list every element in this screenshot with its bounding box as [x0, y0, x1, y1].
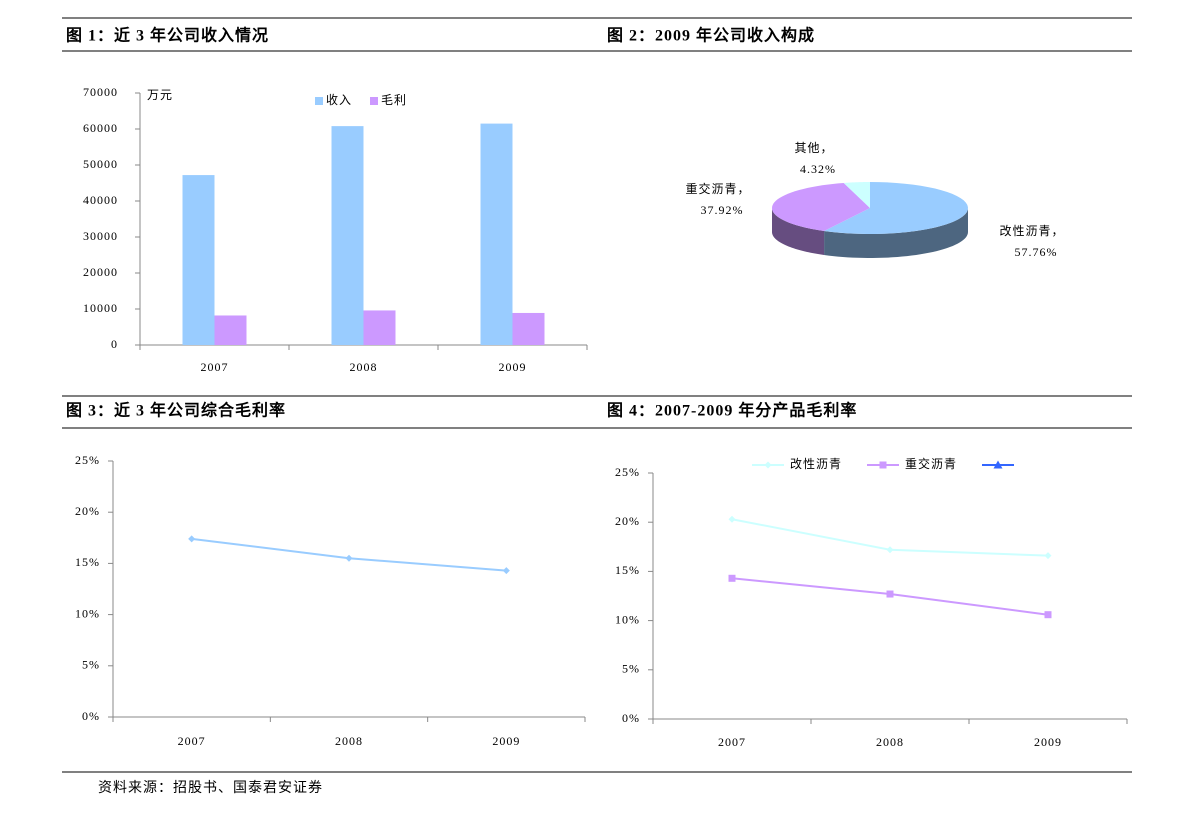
y-tick-label: 10000 [83, 301, 118, 315]
x-tick-label: 2008 [335, 734, 363, 748]
marker [886, 546, 894, 554]
pie-side [772, 208, 825, 255]
pie-slice [772, 182, 870, 231]
y-tick-label: 40000 [83, 193, 118, 207]
bar [182, 175, 215, 345]
bar [512, 312, 545, 345]
pie-label: 其他， [794, 141, 833, 155]
y-tick-label: 5% [82, 658, 100, 672]
pie-label: 重交沥青， [685, 181, 750, 196]
marker [502, 567, 510, 575]
figure-title: 图 2：2009 年公司收入构成 [607, 26, 815, 45]
marker [728, 574, 736, 582]
y-tick-label: 0% [622, 711, 640, 725]
x-tick-label: 2007 [178, 734, 206, 748]
y-tick-label: 20% [75, 504, 100, 518]
marker [993, 460, 1003, 469]
figure-title: 图 3：近 3 年公司综合毛利率 [66, 401, 286, 420]
marker [188, 535, 196, 543]
figure-title: 图 1：近 3 年公司收入情况 [66, 26, 269, 45]
marker [764, 461, 772, 469]
y-tick-label: 25% [75, 453, 100, 467]
y-tick-label: 0% [82, 709, 100, 723]
legend-swatch [370, 97, 378, 105]
legend-label: 改性沥青 [790, 457, 842, 471]
pie-slice [824, 182, 968, 234]
y-tick-label: 10% [75, 606, 100, 620]
y-tick-label: 5% [622, 662, 640, 676]
legend-swatch [315, 97, 323, 105]
y-tick-label: 30000 [83, 229, 118, 243]
series-line [191, 537, 507, 572]
y-tick-label: 50000 [83, 157, 118, 171]
x-tick-label: 2007 [718, 735, 746, 749]
legend-label: 重交沥青 [905, 456, 957, 471]
y-tick-label: 20% [615, 514, 640, 528]
y-tick-label: 15% [75, 555, 100, 569]
x-tick-label: 2008 [876, 735, 904, 749]
legend-label: 毛利 [381, 93, 407, 107]
y-tick-label: 60000 [83, 121, 118, 135]
marker [879, 461, 887, 469]
source-note: 资料来源：招股书、国泰君安证券 [98, 780, 323, 796]
x-tick-label: 2009 [492, 734, 520, 748]
y-tick-label: 25% [615, 465, 640, 479]
pie-value-label: 4.32% [800, 162, 836, 176]
marker [728, 515, 736, 523]
pie-value-label: 37.92% [701, 203, 744, 217]
marker [345, 554, 353, 562]
pie-value-label: 57.76% [1015, 245, 1058, 259]
x-tick-label: 2007 [201, 360, 229, 374]
marker [1044, 611, 1052, 619]
pie-label: 改性沥青， [999, 224, 1064, 238]
y-axis-label: 万元 [147, 88, 173, 102]
y-tick-label: 0 [111, 337, 118, 351]
bar [480, 123, 513, 345]
marker [886, 590, 894, 598]
x-tick-label: 2008 [350, 360, 378, 374]
y-tick-label: 15% [615, 563, 640, 577]
x-tick-label: 2009 [499, 360, 527, 374]
marker [1044, 552, 1052, 560]
bar [214, 315, 247, 345]
bar [331, 126, 364, 346]
x-tick-label: 2009 [1034, 735, 1062, 749]
pie-slice [843, 182, 870, 208]
y-tick-label: 70000 [83, 85, 118, 99]
pie-side [824, 208, 968, 258]
y-tick-label: 20000 [83, 265, 118, 279]
figure-title: 图 4：2007-2009 年分产品毛利率 [607, 401, 857, 420]
y-tick-label: 10% [615, 612, 640, 626]
bar [363, 310, 396, 345]
legend-label: 收入 [326, 93, 352, 107]
